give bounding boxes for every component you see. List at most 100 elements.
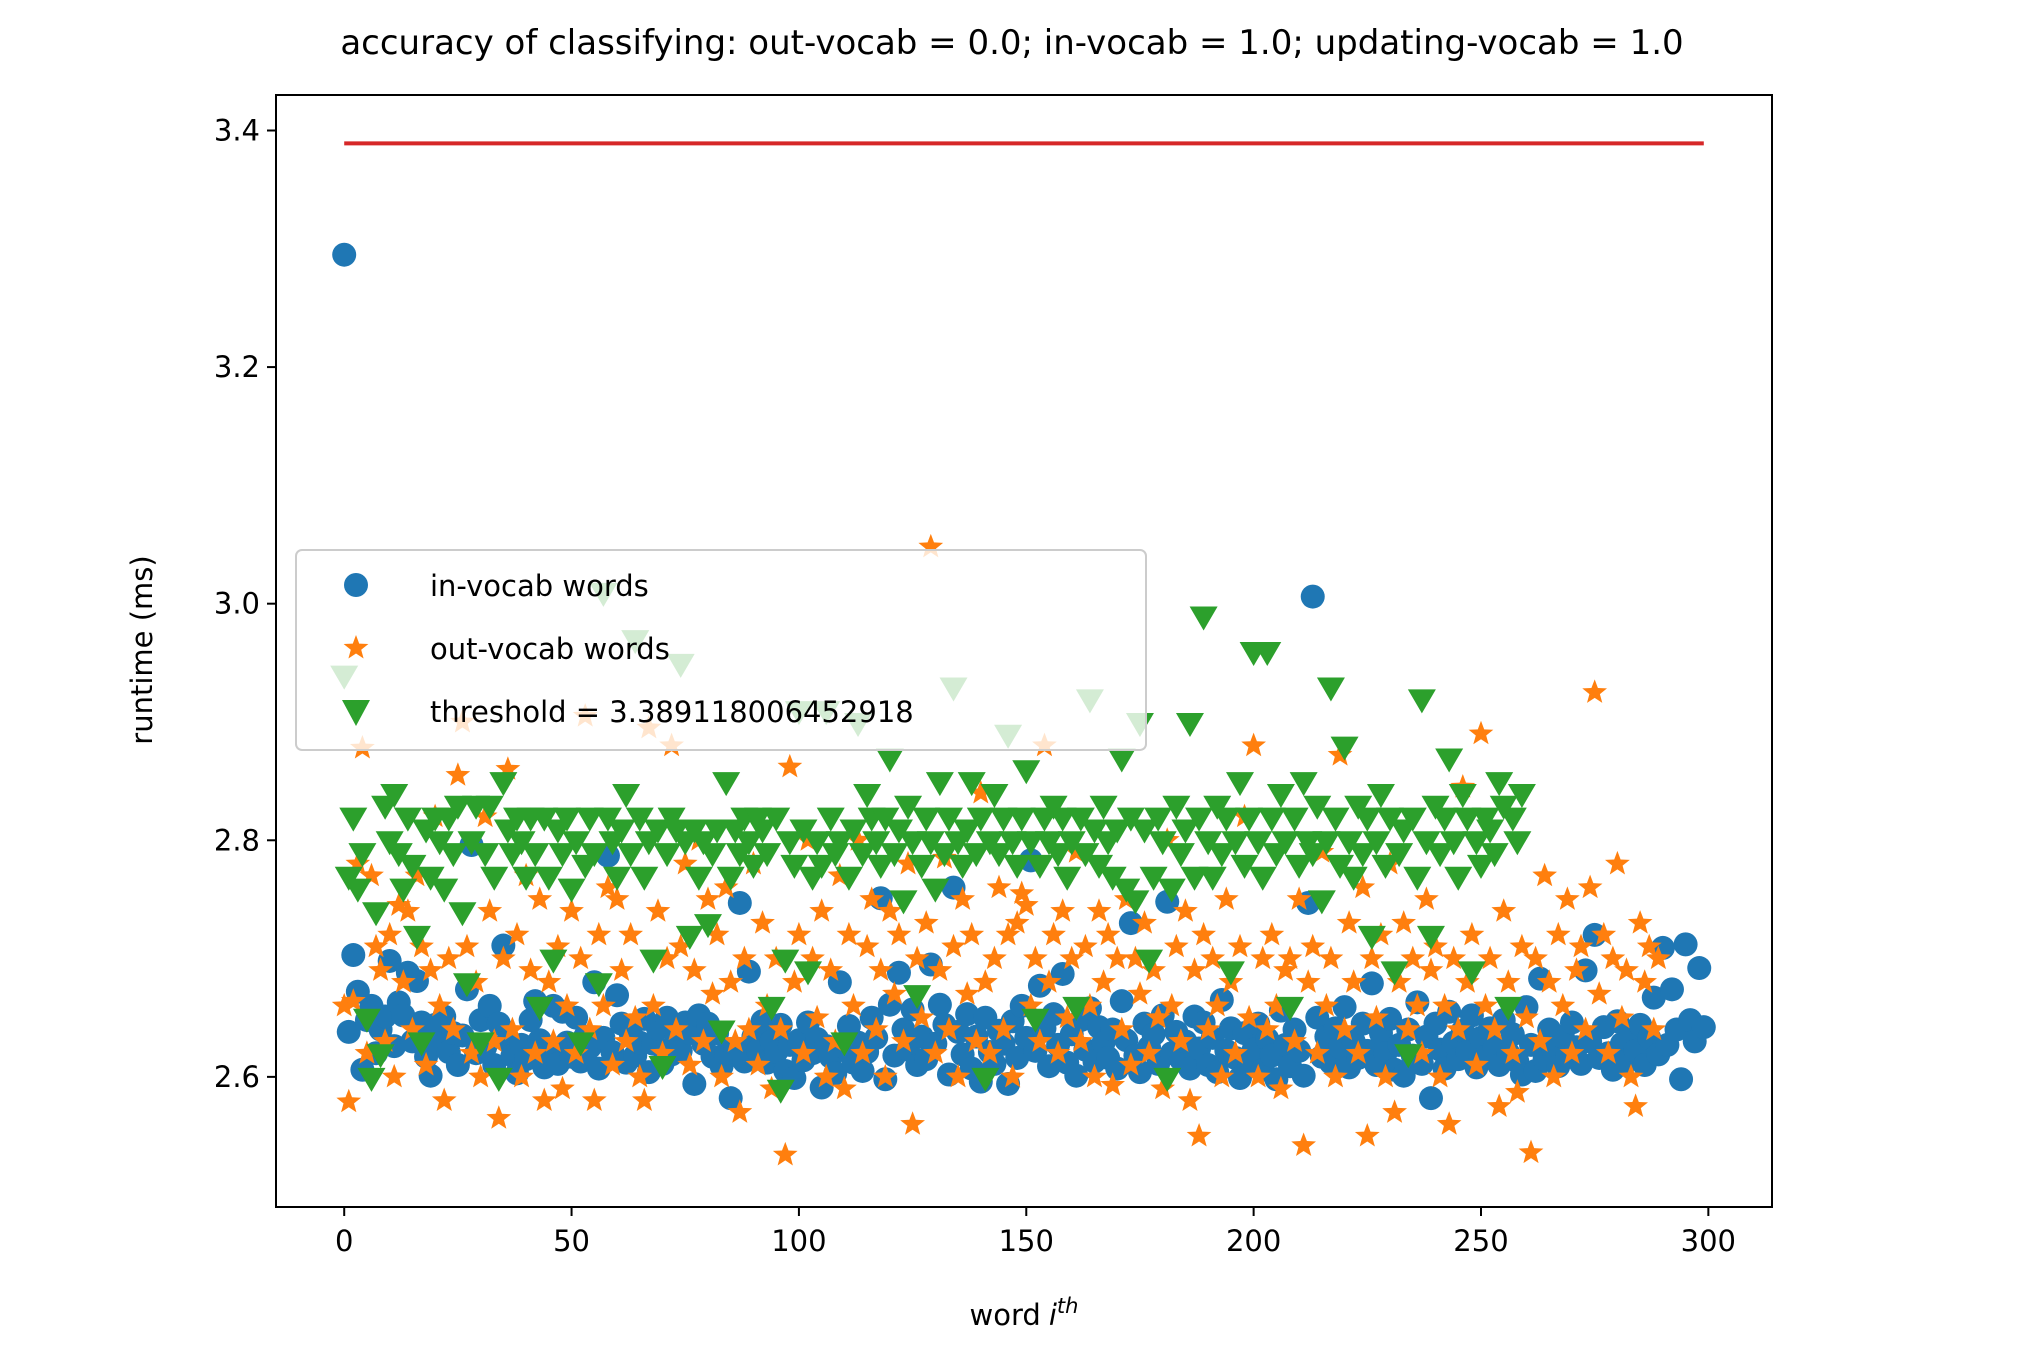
threshold-point xyxy=(343,878,372,903)
out-vocab-point xyxy=(1582,679,1607,703)
out-vocab-point xyxy=(886,921,912,946)
threshold-point xyxy=(1157,878,1186,903)
out-vocab-point xyxy=(500,1016,525,1041)
threshold-point xyxy=(553,807,582,832)
threshold-point xyxy=(1107,748,1136,773)
out-vocab-point xyxy=(1586,981,1612,1005)
threshold-point xyxy=(625,807,654,832)
out-vocab-point xyxy=(863,1016,889,1041)
out-vocab-point xyxy=(668,933,694,958)
threshold-point xyxy=(1089,795,1118,820)
threshold-point xyxy=(1007,807,1036,832)
threshold-point xyxy=(1212,807,1241,832)
out-vocab-point xyxy=(1523,945,1548,970)
threshold-point xyxy=(707,1020,736,1045)
out-vocab-point xyxy=(1191,921,1216,946)
out-vocab-point xyxy=(1382,1099,1407,1123)
out-vocab-point xyxy=(959,921,985,946)
out-vocab-point xyxy=(541,1028,566,1052)
out-vocab-point xyxy=(1209,1063,1235,1088)
threshold-point xyxy=(1230,854,1259,879)
threshold-point xyxy=(984,843,1013,868)
threshold-point xyxy=(1416,925,1445,950)
out-vocab-point xyxy=(531,1087,557,1111)
out-vocab-point xyxy=(1254,1016,1280,1041)
out-vocab-point xyxy=(936,1016,962,1041)
out-vocab-point xyxy=(736,1016,762,1041)
threshold-point xyxy=(489,772,518,797)
threshold-point xyxy=(866,854,895,879)
threshold-point xyxy=(1021,1008,1050,1033)
out-vocab-point xyxy=(1359,945,1385,970)
threshold-point xyxy=(575,807,604,832)
threshold-point xyxy=(1462,831,1491,856)
in-vocab-point xyxy=(404,969,429,994)
threshold-point xyxy=(366,1044,395,1069)
out-vocab-point xyxy=(1250,945,1276,970)
in-vocab-point xyxy=(1177,1056,1202,1081)
threshold-point xyxy=(921,878,950,903)
out-vocab-point xyxy=(1132,910,1157,934)
out-vocab-point xyxy=(891,1028,916,1052)
out-vocab-point xyxy=(1409,1040,1435,1064)
out-vocab-point xyxy=(445,762,471,786)
out-vocab-point xyxy=(1241,732,1266,757)
threshold-point xyxy=(712,772,741,797)
in-vocab-point xyxy=(1300,584,1325,609)
threshold-point xyxy=(430,878,459,903)
out-vocab-point xyxy=(1354,1123,1380,1147)
threshold-point xyxy=(1244,831,1273,856)
threshold-point xyxy=(925,772,954,797)
out-vocab-point xyxy=(1282,1028,1307,1052)
in-vocab-point xyxy=(605,983,630,1008)
threshold-point xyxy=(1466,854,1495,879)
out-vocab-point xyxy=(586,921,612,946)
out-vocab-point xyxy=(1013,892,1039,916)
threshold-point xyxy=(1276,996,1305,1021)
threshold-point xyxy=(603,866,632,891)
out-vocab-point xyxy=(1541,1063,1567,1088)
threshold-point xyxy=(794,961,823,986)
out-vocab-point xyxy=(1550,992,1576,1017)
y-tick-label: 2.6 xyxy=(214,1060,260,1094)
threshold-point xyxy=(1312,831,1341,856)
out-vocab-point xyxy=(1041,921,1066,946)
out-vocab-point xyxy=(1195,1016,1221,1041)
threshold-point xyxy=(953,819,982,844)
threshold-point xyxy=(1403,866,1432,891)
threshold-point xyxy=(1103,819,1132,844)
out-vocab-point xyxy=(1609,1004,1635,1029)
out-vocab-point xyxy=(1150,1075,1176,1100)
out-vocab-point xyxy=(836,921,862,946)
out-vocab-point xyxy=(1050,898,1075,922)
out-vocab-point xyxy=(340,988,366,1012)
threshold-point xyxy=(562,831,591,856)
threshold-point xyxy=(934,807,963,832)
threshold-point xyxy=(1480,843,1509,868)
out-vocab-point xyxy=(1159,992,1185,1017)
out-vocab-point xyxy=(732,945,757,970)
out-vocab-point xyxy=(472,803,498,828)
out-vocab-point xyxy=(1509,933,1535,958)
out-vocab-point xyxy=(1286,886,1312,910)
x-axis-label: word ith xyxy=(970,1294,1079,1332)
out-vocab-point xyxy=(1527,1028,1553,1052)
out-vocab-point xyxy=(877,898,903,922)
out-vocab-point xyxy=(1236,1004,1262,1029)
out-vocab-point xyxy=(1641,1016,1667,1041)
out-vocab-point xyxy=(1077,992,1103,1017)
out-vocab-point xyxy=(895,850,921,875)
out-vocab-point xyxy=(1646,945,1671,970)
threshold-point xyxy=(471,843,500,868)
threshold-point xyxy=(1298,843,1327,868)
y-axis: 2.6 2.8 3.0 3.2 3.4 xyxy=(214,113,276,1094)
out-vocab-point xyxy=(1259,921,1285,946)
out-vocab-point xyxy=(1491,898,1517,922)
threshold-point xyxy=(1148,831,1177,856)
out-vocab-point xyxy=(1518,1139,1544,1164)
threshold-point xyxy=(1398,807,1427,832)
out-vocab-point xyxy=(627,1063,653,1088)
out-vocab-point xyxy=(1464,1052,1489,1076)
out-vocab-point xyxy=(1109,1016,1135,1041)
out-vocab-point xyxy=(1304,1040,1330,1064)
